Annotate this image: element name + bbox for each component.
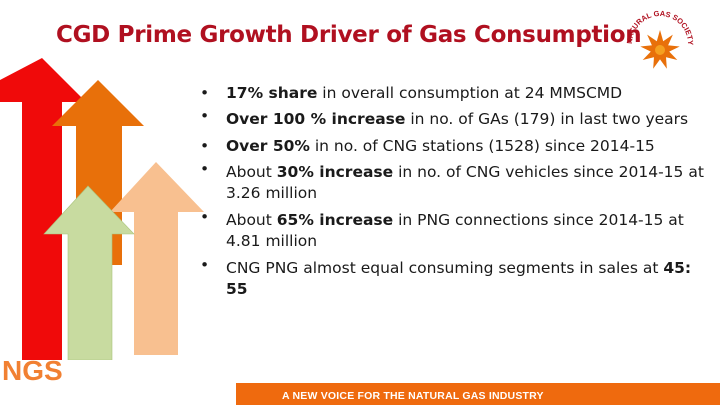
bullet-item: 17% share in overall consumption at 24 M… xyxy=(196,80,706,106)
growth-arrows-graphic xyxy=(0,58,204,360)
ngs-logo: NGS xyxy=(2,355,63,386)
page-title: CGD Prime Growth Driver of Gas Consumpti… xyxy=(56,22,642,48)
natural-gas-society-logo: NATURAL GAS SOCIETY xyxy=(625,9,695,69)
bullet-item: CNG PNG almost equal consuming segments … xyxy=(196,255,706,303)
footer-tagline: A NEW VOICE FOR THE NATURAL GAS INDUSTRY xyxy=(282,390,544,402)
orange-arrow xyxy=(52,80,144,265)
bullet-list: 17% share in overall consumption at 24 M… xyxy=(196,80,706,303)
peach-arrow xyxy=(110,162,204,355)
footer-bar xyxy=(236,383,720,405)
bullet-item: Over 50% in no. of CNG stations (1528) s… xyxy=(196,133,706,159)
flame-star-icon xyxy=(640,30,680,69)
green-arrow xyxy=(43,185,135,360)
bullet-item: About 30% increase in no. of CNG vehicle… xyxy=(196,159,706,207)
bullet-item: About 65% increase in PNG connections si… xyxy=(196,207,706,255)
svg-text:NGS: NGS xyxy=(2,355,63,386)
bullet-item: Over 100 % increase in no. of GAs (179) … xyxy=(196,106,706,133)
red-arrow xyxy=(0,58,86,360)
